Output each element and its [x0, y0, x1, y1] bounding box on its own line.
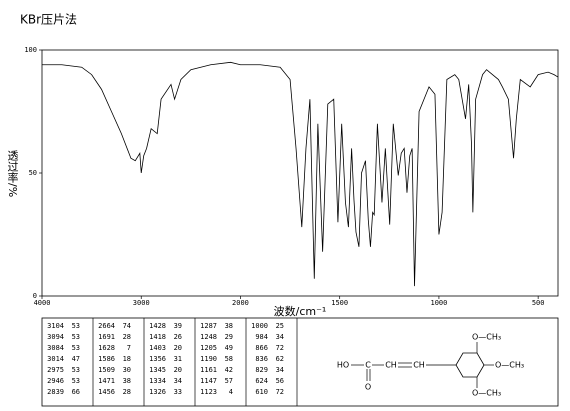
- peak-transmittance: 34: [276, 366, 284, 374]
- peak-wavenumber: 1000: [251, 322, 268, 330]
- peak-wavenumber: 1428: [149, 322, 166, 330]
- y-tick-label: 0: [33, 292, 37, 300]
- peak-transmittance: 39: [174, 322, 182, 330]
- structure-label: CH: [413, 361, 425, 370]
- peak-transmittance: 31: [174, 355, 182, 363]
- peak-transmittance: 72: [276, 344, 284, 352]
- peak-transmittance: 57: [225, 377, 233, 385]
- peak-wavenumber: 2946: [47, 377, 64, 385]
- peak-transmittance: 38: [123, 377, 131, 385]
- peak-transmittance: 26: [174, 333, 182, 341]
- peak-wavenumber: 1287: [200, 322, 217, 330]
- structure-label: C: [365, 361, 371, 370]
- peak-transmittance: 28: [123, 333, 131, 341]
- peak-transmittance: 34: [276, 333, 284, 341]
- peak-transmittance: 33: [174, 388, 182, 396]
- spectrum-line: [42, 61, 559, 287]
- peak-transmittance: 38: [225, 322, 233, 330]
- peak-transmittance: 66: [72, 388, 80, 396]
- peak-wavenumber: 829: [255, 366, 268, 374]
- structure-label: O: [365, 383, 371, 392]
- peak-transmittance: 53: [72, 333, 80, 341]
- peak-wavenumber: 1471: [98, 377, 115, 385]
- peak-wavenumber: 1161: [200, 366, 217, 374]
- x-tick-label: 2000: [232, 299, 249, 307]
- peak-transmittance: 56: [276, 377, 284, 385]
- peak-wavenumber: 1123: [200, 388, 217, 396]
- peak-wavenumber: 1356: [149, 355, 166, 363]
- x-axis-label: 波数/cm⁻¹: [274, 305, 327, 318]
- peak-transmittance: 28: [123, 388, 131, 396]
- y-axis-label: 透过率/%: [6, 150, 19, 197]
- x-tick-label: 1000: [430, 299, 447, 307]
- peak-transmittance: 53: [72, 322, 80, 330]
- structure: [351, 342, 494, 388]
- peak-transmittance: 18: [123, 355, 131, 363]
- peak-wavenumber: 1418: [149, 333, 166, 341]
- y-tick-label: 50: [29, 169, 37, 177]
- peak-transmittance: 53: [72, 344, 80, 352]
- peak-wavenumber: 2975: [47, 366, 64, 374]
- peak-wavenumber: 1147: [200, 377, 217, 385]
- structure-label: CH: [385, 361, 397, 370]
- peak-transmittance: 74: [123, 322, 131, 330]
- peak-wavenumber: 1586: [98, 355, 115, 363]
- peak-wavenumber: 1334: [149, 377, 166, 385]
- plot-frame: [41, 49, 559, 297]
- peak-transmittance: 4: [229, 388, 233, 396]
- peak-wavenumber: 866: [255, 344, 268, 352]
- peak-wavenumber: 1628: [98, 344, 115, 352]
- structure-label: O—CH₃: [472, 389, 501, 398]
- peak-wavenumber: 1205: [200, 344, 217, 352]
- structure-label: O—CH₃: [472, 333, 501, 342]
- peak-wavenumber: 1691: [98, 333, 115, 341]
- peak-wavenumber: 1403: [149, 344, 166, 352]
- peak-transmittance: 20: [174, 344, 182, 352]
- peak-wavenumber: 1509: [98, 366, 115, 374]
- peak-wavenumber: 1326: [149, 388, 166, 396]
- peak-wavenumber: 3084: [47, 344, 64, 352]
- peak-transmittance: 29: [225, 333, 233, 341]
- x-tick-label: 4000: [34, 299, 51, 307]
- peak-transmittance: 47: [72, 355, 80, 363]
- peak-wavenumber: 3094: [47, 333, 64, 341]
- y-tick-label: 100: [24, 46, 37, 54]
- x-tick-label: 500: [532, 299, 545, 307]
- peak-wavenumber: 2839: [47, 388, 64, 396]
- structure-label: HO: [337, 361, 349, 370]
- peak-wavenumber: 3014: [47, 355, 64, 363]
- peak-transmittance: 20: [174, 366, 182, 374]
- chart-title: KBr压片法: [20, 13, 77, 27]
- peak-wavenumber: 984: [255, 333, 268, 341]
- peak-transmittance: 42: [225, 366, 233, 374]
- peak-wavenumber: 2664: [98, 322, 115, 330]
- peak-wavenumber: 610: [255, 388, 268, 396]
- peak-transmittance: 72: [276, 388, 284, 396]
- peak-wavenumber: 3104: [47, 322, 64, 330]
- peak-wavenumber: 836: [255, 355, 268, 363]
- peak-transmittance: 30: [123, 366, 131, 374]
- peak-wavenumber: 1456: [98, 388, 115, 396]
- peak-transmittance: 7: [127, 344, 131, 352]
- peak-wavenumber: 1248: [200, 333, 217, 341]
- structure-label: O—CH₃: [495, 361, 524, 370]
- x-tick-label: 1500: [331, 299, 348, 307]
- peak-wavenumber: 1345: [149, 366, 166, 374]
- peak-transmittance: 58: [225, 355, 233, 363]
- x-tick-label: 3000: [133, 299, 150, 307]
- peak-wavenumber: 624: [255, 377, 268, 385]
- peak-transmittance: 34: [174, 377, 182, 385]
- peak-transmittance: 53: [72, 366, 80, 374]
- peak-transmittance: 25: [276, 322, 284, 330]
- peak-wavenumber: 1190: [200, 355, 217, 363]
- peak-transmittance: 62: [276, 355, 284, 363]
- peak-transmittance: 53: [72, 377, 80, 385]
- peak-transmittance: 49: [225, 344, 233, 352]
- table-frame: [41, 317, 559, 407]
